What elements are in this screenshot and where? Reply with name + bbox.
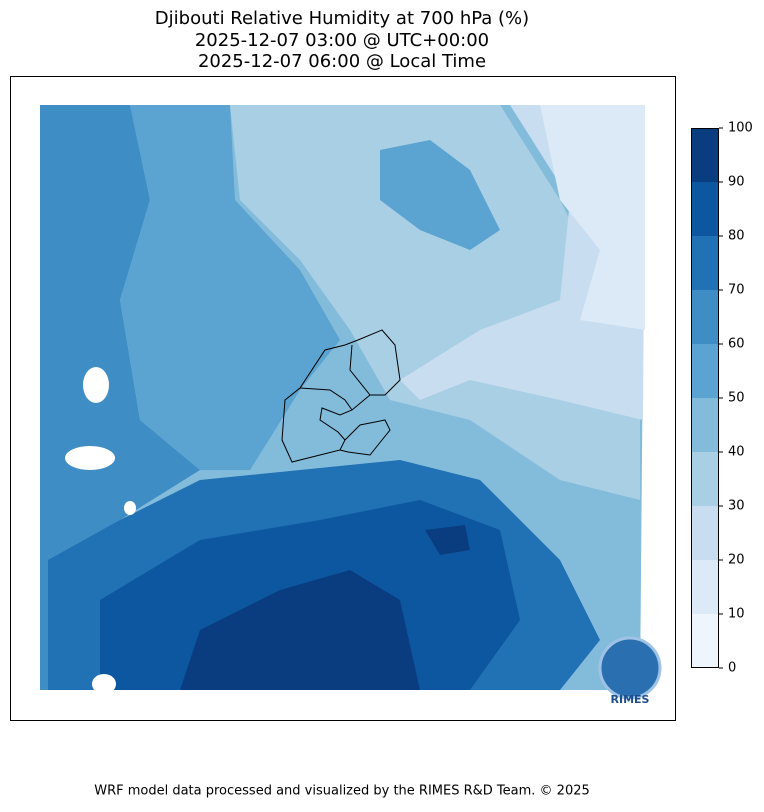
tick-label: 30 (728, 499, 745, 514)
title-line: Djibouti Relative Humidity at 700 hPa (%… (155, 8, 529, 29)
missing-data (83, 367, 109, 403)
tick-label: 10 (728, 607, 745, 622)
title-line: 2025-12-07 06:00 @ Local Time (198, 51, 486, 72)
logo-emblem (598, 636, 662, 700)
tick-label: 90 (728, 175, 745, 190)
colorbar-segment (691, 182, 719, 236)
country-border (281, 329, 401, 463)
colorbar-segment (691, 506, 719, 560)
colorbar-segment (691, 614, 719, 668)
map-overlay: RIMES (65, 329, 662, 706)
missing-data (124, 501, 136, 515)
contour-region (230, 105, 640, 500)
map-area (40, 105, 645, 690)
colorbar-segment (691, 344, 719, 398)
tick-label: 50 (728, 391, 745, 406)
missing-data (92, 674, 116, 694)
contour-region (425, 525, 470, 555)
logo-text: RIMES (611, 693, 650, 706)
tick-label: 40 (728, 445, 745, 460)
colorbar-segment (691, 398, 719, 452)
tick-label: 20 (728, 553, 745, 568)
colorbar-segment (691, 128, 719, 182)
missing-data (65, 446, 115, 470)
title-line: 2025-12-07 03:00 @ UTC+00:00 (195, 30, 489, 51)
contour-region (120, 105, 340, 470)
tick-label: 100 (728, 121, 753, 136)
tick-label: 70 (728, 283, 745, 298)
colorbar-segment (691, 236, 719, 290)
colorbar: 0 10 20 30 40 50 60 70 80 90 100 (691, 121, 753, 676)
colorbar-segment (691, 560, 719, 614)
tick-label: 60 (728, 337, 745, 352)
colorbar-segment (691, 290, 719, 344)
contour-region (180, 570, 420, 690)
footer: WRF model data processed and visualized … (94, 784, 590, 799)
tick-label: 0 (728, 661, 736, 676)
colorbar-frame (691, 128, 719, 668)
colorbar-segment (691, 452, 719, 506)
contour-region (540, 105, 645, 330)
contour-region (380, 140, 500, 250)
tick-label: 80 (728, 229, 745, 244)
